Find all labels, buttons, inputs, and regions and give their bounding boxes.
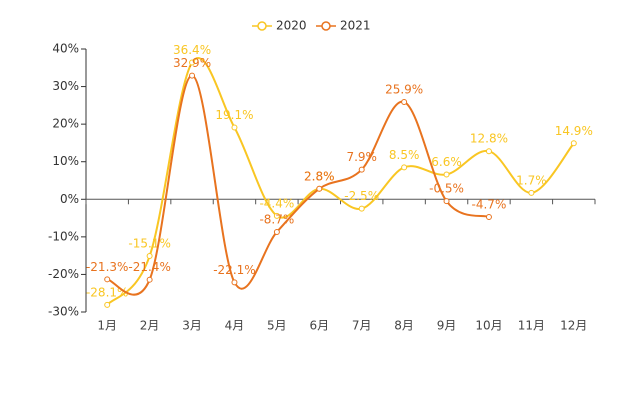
data-label: 7.9% [346,150,377,164]
legend-marker [257,21,267,31]
x-tick-label: 1月 [97,319,117,333]
x-tick-label: 7月 [352,319,372,333]
legend-label: 2020 [276,19,307,33]
y-tick-label: 30% [52,79,79,93]
data-point [273,212,280,219]
y-tick-label: 40% [52,42,79,56]
data-point [189,72,196,79]
data-label: 32.9% [173,56,211,70]
x-tick-label: 6月 [309,319,329,333]
data-point [189,59,196,66]
data-label: -21.4% [128,260,170,274]
data-label: -21.3% [86,260,128,274]
y-tick-label: -10% [48,229,79,243]
data-label: -28.1% [86,285,128,299]
data-label: -2.5% [344,189,379,203]
data-point [316,185,323,192]
data-label: -8.7% [259,212,294,226]
y-tick-label: 0% [60,192,79,206]
x-tick-label: 2月 [140,319,160,333]
data-label: 2.8% [304,169,335,183]
legend-label: 2021 [340,19,371,33]
data-label: 12.8% [470,132,508,146]
data-label: -4.4% [259,196,294,210]
x-tick-label: 4月 [225,319,245,333]
x-tick-label: 3月 [182,319,202,333]
x-tick-label: 11月 [518,319,545,333]
data-label: -4.7% [472,197,507,211]
data-point [570,140,577,147]
data-point [401,98,408,105]
data-label: 14.9% [555,124,593,138]
x-tick-label: 12月 [560,319,587,333]
data-label: 1.7% [516,173,547,187]
y-tick-label: -20% [48,267,79,281]
data-label: 36.4% [173,43,211,57]
data-label: 19.1% [215,108,253,122]
data-point [231,279,238,286]
data-label: 8.5% [389,148,420,162]
data-label: 2.8% [304,169,335,183]
data-label: -15.1% [128,237,170,251]
y-tick-label: 10% [52,154,79,168]
data-point [358,205,365,212]
data-point [401,164,408,171]
data-label: -0.5% [429,182,464,196]
x-tick-label: 5月 [267,319,287,333]
data-point [146,253,153,260]
legend-marker [321,21,331,31]
y-tick-label: 20% [52,117,79,131]
data-point [146,276,153,283]
data-point [443,198,450,205]
data-label: -22.1% [213,263,255,277]
data-label: 6.6% [431,155,462,169]
data-point [231,124,238,131]
x-tick-label: 9月 [437,319,457,333]
data-point [485,213,492,220]
data-point [104,301,111,308]
data-point [528,189,535,196]
x-tick-label: 8月 [394,319,414,333]
data-label: 25.9% [385,82,423,96]
data-point [485,148,492,155]
series-line [106,74,490,296]
x-tick-label: 10月 [475,319,502,333]
data-point [104,276,111,283]
data-point [273,228,280,235]
data-point [358,166,365,173]
data-point [443,171,450,178]
y-tick-label: -30% [48,305,79,319]
